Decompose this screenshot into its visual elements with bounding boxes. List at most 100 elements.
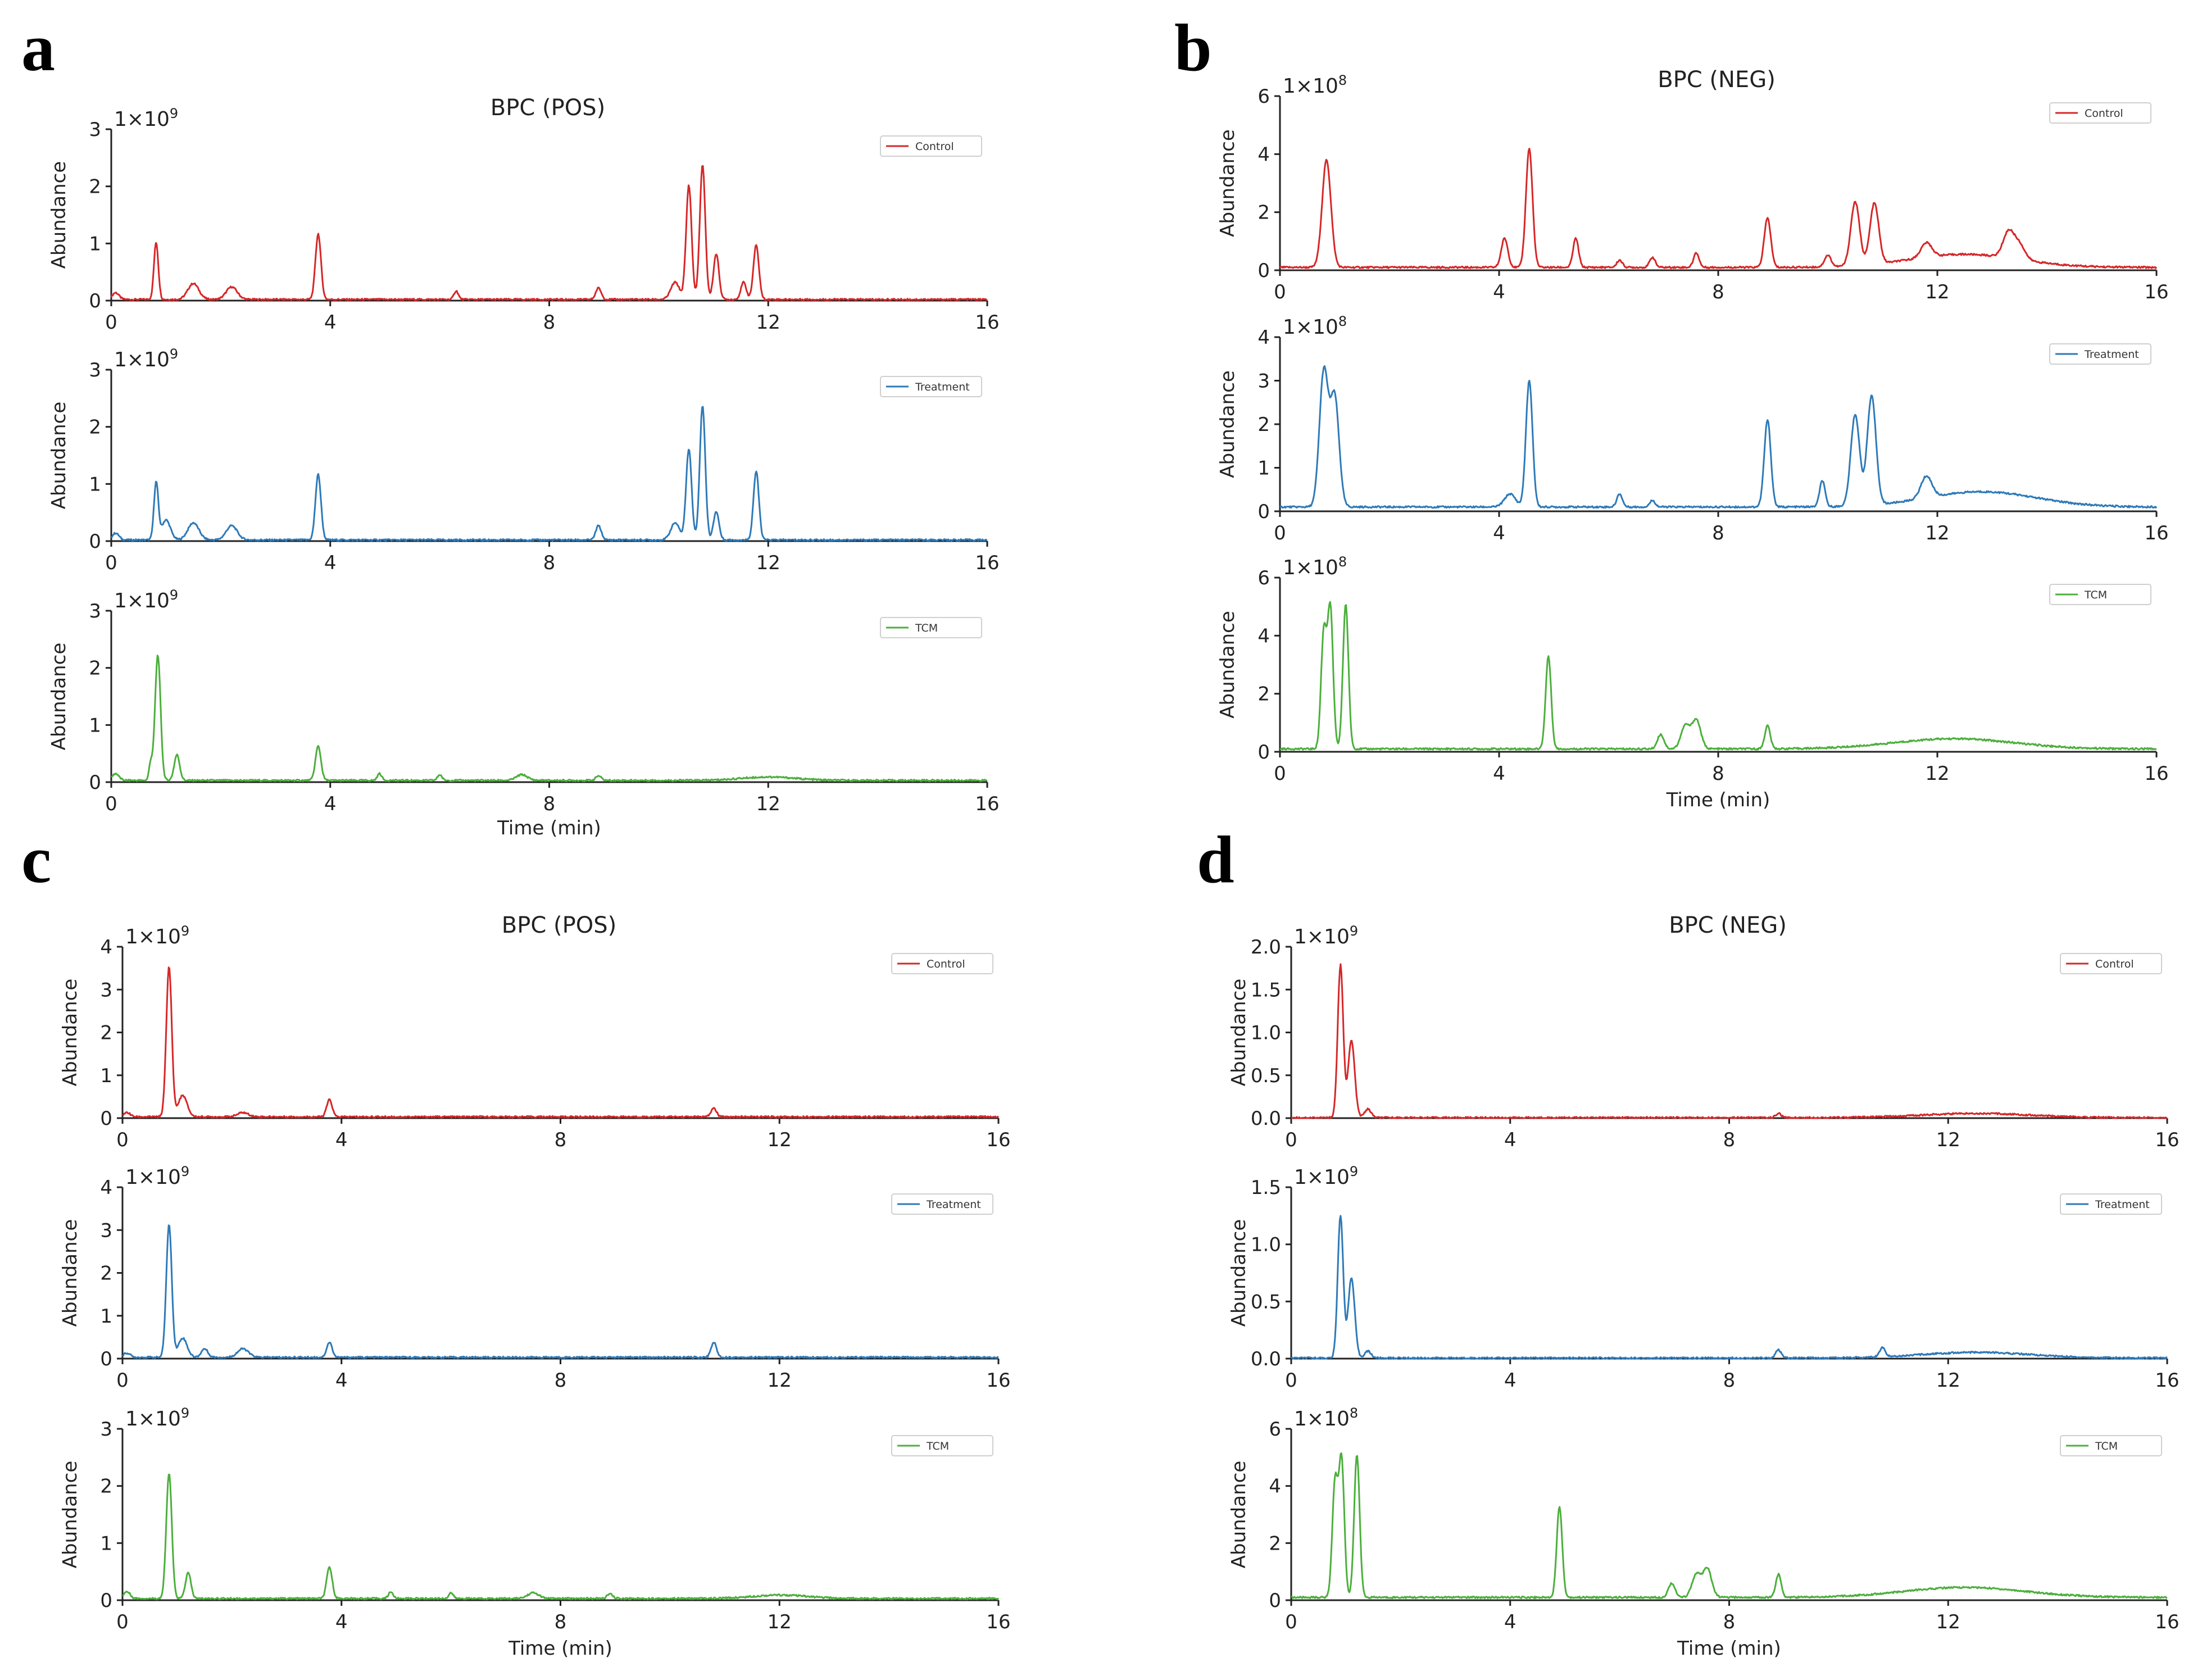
x-tick-label: 0 xyxy=(105,552,117,574)
panel-title: BPC (POS) xyxy=(502,912,616,938)
x-tick-label: 16 xyxy=(2155,1611,2179,1633)
series-line-control xyxy=(122,966,1000,1119)
series-line-tcm xyxy=(111,655,988,782)
series-line-tcm xyxy=(1279,601,2157,751)
y-tick-label: 1 xyxy=(100,1065,112,1087)
legend-label: Control xyxy=(915,140,954,153)
exponent-power: 9 xyxy=(1350,923,1358,939)
x-tick-label: 4 xyxy=(1493,522,1505,544)
x-tick-label: 8 xyxy=(1712,281,1724,303)
y-tick-label: 3 xyxy=(100,1418,112,1441)
y-scale-exponent: 1×108 xyxy=(1294,1405,1358,1431)
y-tick-label: 1.0 xyxy=(1251,1022,1281,1045)
legend-frame xyxy=(2049,102,2151,124)
y-tick-label: 0 xyxy=(100,1348,112,1370)
x-tick-label: 16 xyxy=(2144,522,2168,544)
legend-label: Control xyxy=(2085,107,2123,120)
y-tick-label: 1.5 xyxy=(1251,979,1281,1001)
x-tick-label: 12 xyxy=(1925,281,1949,303)
subplot-treatment: 0.0 0.5 1.0 1.5 0 4 8 12 16 Abundance 1×109 Treatme… xyxy=(1228,1164,2180,1392)
x-tick-label: 4 xyxy=(324,311,337,334)
y-tick-label: 0 xyxy=(1257,501,1270,523)
y-tick-label: 4 xyxy=(100,936,112,959)
x-tick-label: 8 xyxy=(1723,1369,1736,1392)
legend: Control xyxy=(2049,102,2151,124)
y-scale-exponent: 1×109 xyxy=(114,346,178,371)
y-scale-exponent: 1×109 xyxy=(125,1405,189,1431)
y-tick-label: 1 xyxy=(89,714,101,737)
y-scale-exponent: 1×109 xyxy=(125,923,189,948)
y-tick-label: 6 xyxy=(1257,567,1270,589)
x-tick-label: 8 xyxy=(543,311,556,334)
y-scale-exponent: 1×109 xyxy=(114,106,178,131)
y-tick-label: 1 xyxy=(100,1305,112,1328)
x-tick-label: 0 xyxy=(116,1369,129,1392)
legend-label: Treatment xyxy=(2095,1198,2150,1211)
exponent-power: 9 xyxy=(181,923,189,939)
x-tick-label: 12 xyxy=(756,552,780,574)
x-tick-label: 0 xyxy=(1285,1369,1297,1392)
legend-label: Treatment xyxy=(926,1198,981,1211)
x-tick-label: 16 xyxy=(986,1129,1010,1151)
panel-label-a: a xyxy=(21,10,55,85)
legend-frame xyxy=(880,617,982,638)
y-tick-label: 0 xyxy=(100,1590,112,1612)
x-tick-label: 4 xyxy=(1504,1369,1517,1392)
y-axis-label: Abundance xyxy=(59,1219,81,1327)
x-tick-label: 0 xyxy=(1285,1129,1297,1151)
x-tick-label: 12 xyxy=(1936,1611,1960,1633)
y-tick-label: 0 xyxy=(89,771,101,794)
x-tick-label: 0 xyxy=(1274,281,1286,303)
x-tick-label: 0 xyxy=(116,1611,129,1633)
x-tick-label: 4 xyxy=(1504,1129,1517,1151)
series-line-tcm xyxy=(122,1473,1000,1600)
panel-label-c: c xyxy=(21,822,51,897)
series-line-treatment xyxy=(1279,365,2158,509)
x-tick-label: 8 xyxy=(543,793,556,815)
y-tick-label: 2.0 xyxy=(1251,936,1281,959)
y-tick-label: 4 xyxy=(1257,143,1270,166)
y-axis-label: Abundance xyxy=(48,643,70,751)
panel-label-d: d xyxy=(1197,822,1234,897)
x-tick-label: 0 xyxy=(105,311,117,334)
legend-frame xyxy=(2060,1435,2162,1456)
y-scale-exponent: 1×109 xyxy=(1294,923,1358,948)
x-tick-label: 4 xyxy=(335,1369,348,1392)
y-tick-label: 3 xyxy=(89,359,101,382)
legend-label: Treatment xyxy=(915,381,970,393)
x-tick-label: 4 xyxy=(1493,281,1505,303)
y-scale-exponent: 1×109 xyxy=(1294,1164,1358,1189)
legend: Control xyxy=(880,135,982,157)
series-line-control xyxy=(1291,963,2168,1119)
y-tick-label: 0 xyxy=(1269,1590,1281,1612)
subplot-control: 0 2 4 6 0 4 8 12 16 Abundance 1×108 Control xyxy=(1216,72,2169,303)
y-tick-label: 1 xyxy=(89,233,101,255)
legend: Treatment xyxy=(2049,343,2151,365)
y-tick-label: 4 xyxy=(1257,326,1270,349)
panel-title: BPC (NEG) xyxy=(1669,912,1787,938)
y-axis-label: Abundance xyxy=(1228,979,1250,1087)
x-tick-label: 4 xyxy=(1493,762,1505,785)
legend-frame xyxy=(2049,584,2151,605)
y-tick-label: 0 xyxy=(89,530,101,553)
x-tick-label: 12 xyxy=(768,1129,792,1151)
legend: Treatment xyxy=(880,376,982,397)
legend-label: Control xyxy=(927,958,965,970)
legend-label: TCM xyxy=(915,622,938,634)
series-line-treatment xyxy=(110,406,988,542)
exponent-power: 8 xyxy=(1338,314,1347,329)
exponent-power: 9 xyxy=(1350,1164,1358,1179)
x-tick-label: 16 xyxy=(2155,1129,2179,1151)
y-axis-label: Abundance xyxy=(1216,129,1239,237)
legend-frame xyxy=(891,1435,993,1456)
legend: TCM xyxy=(2049,584,2151,605)
legend-frame xyxy=(880,135,982,157)
legend-frame xyxy=(891,953,993,974)
x-tick-label: 4 xyxy=(324,793,337,815)
y-tick-label: 2 xyxy=(89,416,101,439)
x-tick-label: 0 xyxy=(105,793,117,815)
x-tick-label: 12 xyxy=(756,793,780,815)
y-tick-label: 2 xyxy=(1257,202,1270,224)
